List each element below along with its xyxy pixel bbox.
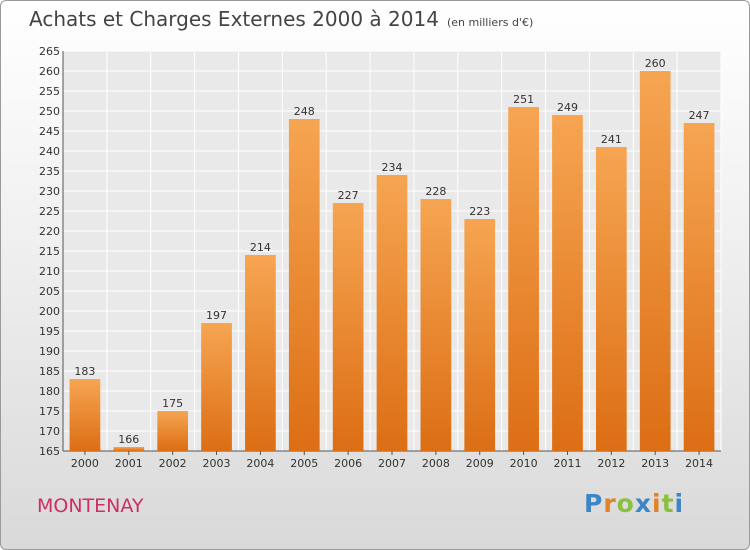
- value-label: 260: [645, 57, 666, 70]
- x-tick-label: 2009: [466, 457, 494, 470]
- x-tick-label: 2005: [290, 457, 318, 470]
- value-label: 228: [425, 185, 446, 198]
- x-tick-label: 2013: [641, 457, 669, 470]
- labels: 165 170 175 180 185 190 195 200 205 210 215 220 225 2…: [39, 45, 713, 470]
- value-label: 197: [206, 309, 227, 322]
- y-tick-label: 215: [39, 245, 60, 258]
- value-label: 248: [294, 105, 315, 118]
- value-label: 247: [689, 109, 710, 122]
- bar-2012: [595, 147, 627, 451]
- value-label: 214: [250, 241, 271, 254]
- bar-2010: [508, 107, 539, 451]
- y-tick-label: 235: [39, 165, 60, 178]
- bar-2000: [69, 379, 101, 451]
- x-tick-label: 2010: [510, 457, 538, 470]
- bar-2005: [288, 119, 320, 451]
- value-label: 249: [557, 101, 578, 114]
- bar-2011: [552, 115, 583, 451]
- bar-2008: [420, 199, 452, 451]
- bar-2001: [113, 447, 145, 451]
- y-tick-label: 195: [39, 325, 60, 338]
- value-label: 223: [469, 205, 490, 218]
- value-label: 175: [162, 397, 183, 410]
- y-tick-label: 190: [39, 345, 60, 358]
- y-tick-label: 175: [39, 405, 60, 418]
- bar-2007: [376, 175, 408, 451]
- bar-2004: [245, 255, 276, 451]
- y-tick-label: 220: [39, 225, 60, 238]
- bar-2013: [639, 71, 671, 451]
- bar-2003: [201, 323, 232, 451]
- x-tick-label: 2014: [685, 457, 713, 470]
- value-label: 251: [513, 93, 534, 106]
- bar-2014: [683, 123, 715, 451]
- y-tick-label: 250: [39, 105, 60, 118]
- x-tick-label: 2008: [422, 457, 450, 470]
- y-tick-label: 205: [39, 285, 60, 298]
- y-tick-label: 260: [39, 65, 60, 78]
- bar-2009: [464, 219, 496, 451]
- x-tick-label: 2001: [115, 457, 143, 470]
- y-tick-label: 255: [39, 85, 60, 98]
- value-label: 183: [74, 365, 95, 378]
- x-tick-label: 2003: [203, 457, 231, 470]
- y-tick-label: 210: [39, 265, 60, 278]
- city-name: MONTENAY: [37, 495, 144, 517]
- x-tick-label: 2002: [159, 457, 187, 470]
- value-label: 234: [382, 161, 403, 174]
- x-tick-label: 2000: [71, 457, 99, 470]
- y-tick-label: 200: [39, 305, 60, 318]
- bar-2002: [157, 411, 189, 451]
- y-tick-label: 230: [39, 185, 60, 198]
- x-tick-label: 2012: [597, 457, 625, 470]
- x-tick-label: 2006: [334, 457, 362, 470]
- y-tick-label: 225: [39, 205, 60, 218]
- y-tick-label: 180: [39, 385, 60, 398]
- bars: [69, 71, 715, 451]
- chart-unit: (en milliers d'€): [446, 16, 534, 29]
- chart-title-text: Achats et Charges Externes 2000 à 2014: [29, 7, 439, 31]
- x-tick-label: 2011: [553, 457, 581, 470]
- x-tick-label: 2004: [246, 457, 274, 470]
- y-tick-label: 245: [39, 125, 60, 138]
- value-label: 227: [338, 189, 359, 202]
- chart-title: Achats et Charges Externes 2000 à 2014 (e…: [29, 7, 533, 31]
- value-label: 241: [601, 133, 622, 146]
- value-label: 166: [118, 433, 139, 446]
- y-tick-label: 185: [39, 365, 60, 378]
- bar-2006: [332, 203, 364, 451]
- y-tick-label: 165: [39, 445, 60, 458]
- proxiti-logo: Proxiti: [584, 489, 685, 518]
- y-tick-label: 170: [39, 425, 60, 438]
- y-tick-label: 240: [39, 145, 60, 158]
- x-tick-label: 2007: [378, 457, 406, 470]
- y-tick-label: 265: [39, 45, 60, 58]
